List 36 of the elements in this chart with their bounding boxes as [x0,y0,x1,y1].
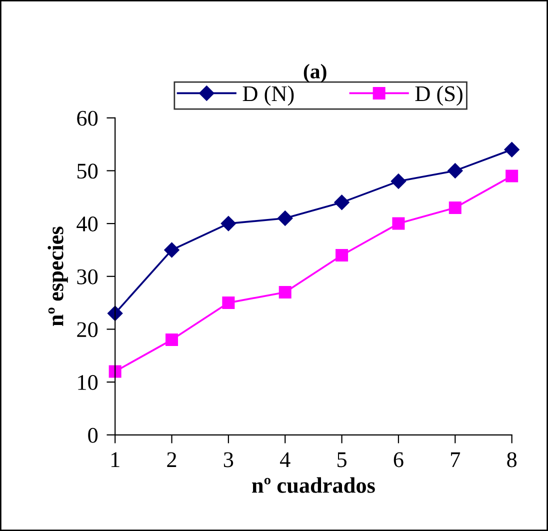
point [504,142,520,158]
point [336,249,348,262]
x-tick-label: 6 [394,452,404,468]
y-tick-label: 10 [78,374,98,390]
y-tick-label: 30 [77,269,98,284]
point [278,286,292,298]
x-tick-label: 8 [507,452,517,468]
point [448,163,463,178]
x-tick-label: 5 [338,452,346,468]
point [392,217,405,230]
point [390,174,406,189]
point [334,194,350,210]
legend-label: D (N) [242,86,294,106]
legend-label: D (S) [415,86,462,106]
point [278,210,293,226]
point [448,201,462,214]
x-tick-label: 3 [224,452,234,468]
point [220,216,236,232]
y-axis-title: nº especies [48,226,68,326]
x-tick-label: 2 [167,452,176,467]
y-tick-label: 20 [77,322,98,338]
point [506,170,518,182]
y-tick-label: 50 [77,164,98,179]
point [222,296,235,310]
x-tick-label: 1 [111,452,120,467]
point [166,334,178,346]
y-tick-label: 60 [77,110,98,126]
point [108,306,123,321]
y-tick-label: 40 [76,216,98,232]
x-tick-label: 7 [451,452,460,467]
point [108,365,122,378]
y-tick-label: 0 [88,428,98,443]
x-tick-label: 4 [280,452,290,467]
point [164,242,180,258]
chart-title: (a) [304,64,326,83]
x-axis-title: nº cuadrados [252,477,375,493]
